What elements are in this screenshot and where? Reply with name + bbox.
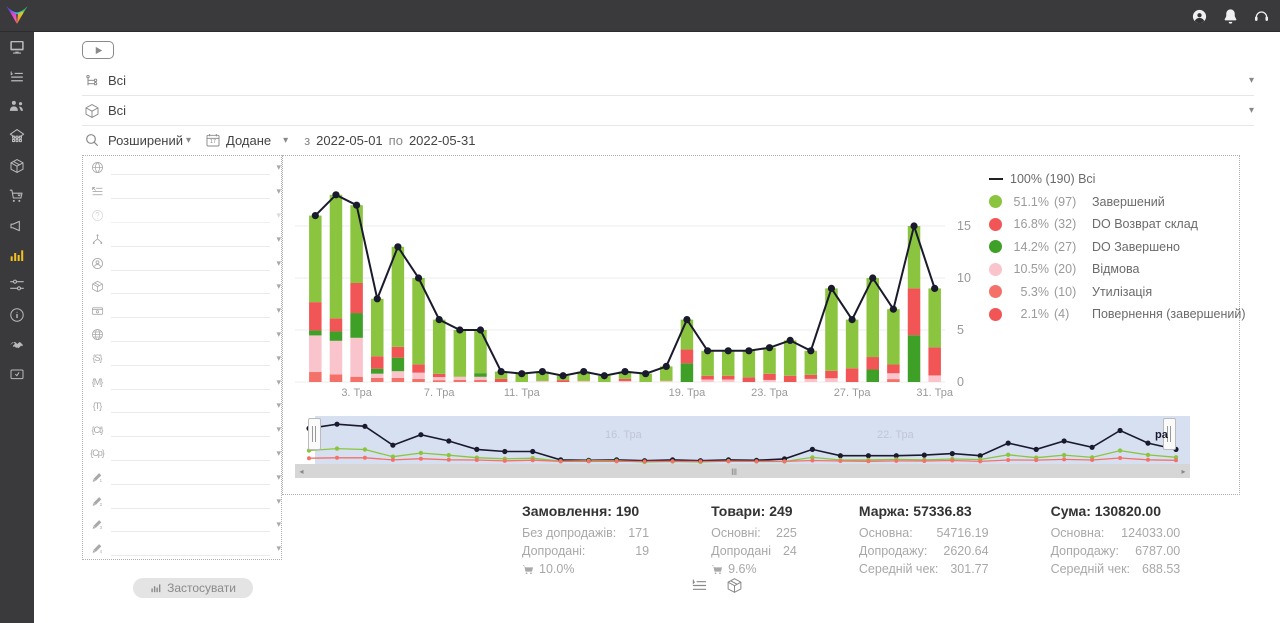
svg-text:11. Тра: 11. Тра [504, 387, 541, 399]
svg-text:1: 1 [99, 478, 102, 483]
svg-text:3: 3 [99, 525, 102, 530]
svg-text:17: 17 [210, 139, 216, 145]
svg-text:19. Тра: 19. Тра [669, 387, 707, 399]
svg-text:3. Тра: 3. Тра [341, 387, 372, 399]
svg-text:23. Тра: 23. Тра [751, 387, 789, 399]
svg-text:15: 15 [957, 219, 971, 233]
svg-text:31. Тра: 31. Тра [916, 387, 954, 399]
svg-text:27. Тра: 27. Тра [834, 387, 872, 399]
svg-text:5: 5 [957, 323, 964, 337]
svg-text:7. Тра: 7. Тра [424, 387, 455, 399]
svg-text:4: 4 [99, 549, 102, 554]
svg-text:10: 10 [957, 271, 971, 285]
svg-text:2: 2 [99, 501, 102, 506]
svg-text:0: 0 [957, 375, 964, 389]
